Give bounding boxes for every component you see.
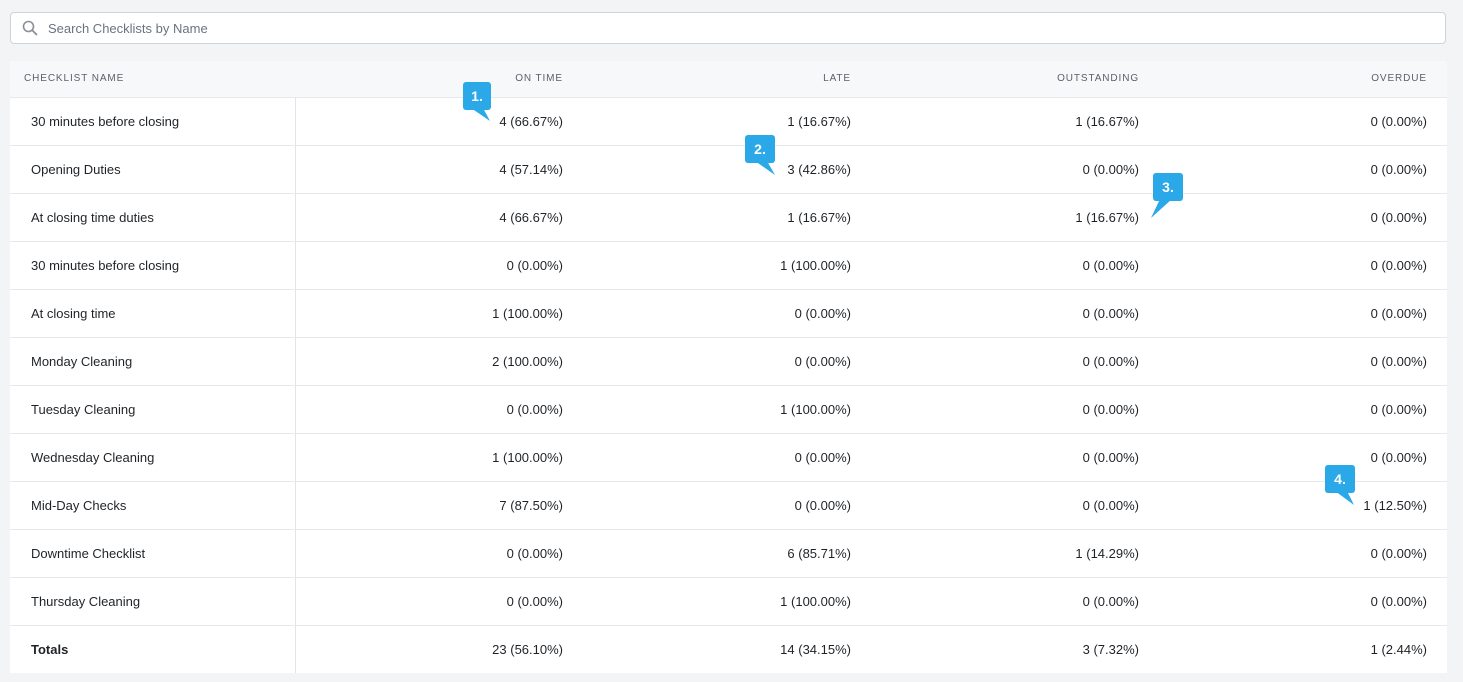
row-late: 6 (85.71%) (787, 546, 851, 561)
row-outstanding: 0 (0.00%) (1082, 354, 1139, 369)
header-outstanding[interactable]: OUTSTANDING (1057, 73, 1139, 84)
row-late: 0 (0.00%) (794, 450, 851, 465)
row-outstanding: 0 (0.00%) (1082, 258, 1139, 273)
table-row[interactable]: 30 minutes before closing 4 (66.67%) 1 (… (10, 98, 1447, 146)
row-late: 3 (42.86%) (787, 162, 851, 177)
header-overdue[interactable]: OVERDUE (1371, 73, 1427, 84)
row-outstanding: 0 (0.00%) (1082, 402, 1139, 417)
table-row[interactable]: Monday Cleaning 2 (100.00%) 0 (0.00%) 0 … (10, 338, 1447, 386)
row-outstanding: 0 (0.00%) (1082, 450, 1139, 465)
table-header: CHECKLIST NAME ON TIME LATE OUTSTANDING … (10, 61, 1447, 98)
row-on-time: 7 (87.50%) (499, 498, 563, 513)
row-outstanding: 1 (14.29%) (1075, 546, 1139, 561)
row-late: 1 (100.00%) (780, 258, 851, 273)
row-overdue: 0 (0.00%) (1370, 162, 1427, 177)
row-checklist-name[interactable]: Tuesday Cleaning (10, 386, 296, 433)
row-overdue: 0 (0.00%) (1370, 546, 1427, 561)
row-on-time: 4 (57.14%) (499, 162, 563, 177)
row-overdue: 0 (0.00%) (1370, 210, 1427, 225)
row-late: 1 (16.67%) (787, 114, 851, 129)
row-overdue: 0 (0.00%) (1370, 450, 1427, 465)
row-on-time: 1 (100.00%) (492, 306, 563, 321)
row-outstanding: 1 (16.67%) (1075, 114, 1139, 129)
table-row[interactable]: Tuesday Cleaning 0 (0.00%) 1 (100.00%) 0… (10, 386, 1447, 434)
callout-4-label: 4. (1334, 471, 1346, 487)
row-checklist-name[interactable]: Wednesday Cleaning (10, 434, 296, 481)
callout-3-label: 3. (1162, 179, 1174, 195)
row-on-time: 0 (0.00%) (506, 594, 563, 609)
row-checklist-name[interactable]: Downtime Checklist (10, 530, 296, 577)
row-overdue: 0 (0.00%) (1370, 114, 1427, 129)
row-outstanding: 0 (0.00%) (1082, 498, 1139, 513)
callout-1-label: 1. (471, 88, 483, 104)
row-checklist-name[interactable]: 30 minutes before closing (10, 98, 296, 145)
row-overdue: 0 (0.00%) (1370, 306, 1427, 321)
row-checklist-name[interactable]: Mid-Day Checks (10, 482, 296, 529)
header-checklist-name[interactable]: CHECKLIST NAME (24, 73, 125, 84)
table-row[interactable]: 30 minutes before closing 0 (0.00%) 1 (1… (10, 242, 1447, 290)
row-late: 1 (100.00%) (780, 402, 851, 417)
totals-outstanding: 3 (7.32%) (1082, 642, 1139, 657)
row-outstanding: 0 (0.00%) (1082, 306, 1139, 321)
table-row[interactable]: Opening Duties 4 (57.14%) 3 (42.86%) 0 (… (10, 146, 1447, 194)
header-late[interactable]: LATE (823, 73, 851, 84)
row-on-time: 0 (0.00%) (506, 402, 563, 417)
callout-2-label: 2. (754, 141, 766, 157)
row-late: 0 (0.00%) (794, 498, 851, 513)
row-overdue: 0 (0.00%) (1370, 594, 1427, 609)
row-checklist-name[interactable]: At closing time (10, 290, 296, 337)
row-outstanding: 0 (0.00%) (1082, 594, 1139, 609)
search-input[interactable] (48, 14, 1445, 42)
search-bar[interactable] (10, 12, 1446, 44)
table-row[interactable]: Mid-Day Checks 7 (87.50%) 0 (0.00%) 0 (0… (10, 482, 1447, 530)
search-icon (22, 20, 38, 36)
row-outstanding: 0 (0.00%) (1082, 162, 1139, 177)
row-overdue: 0 (0.00%) (1370, 402, 1427, 417)
row-on-time: 4 (66.67%) (499, 210, 563, 225)
row-late: 1 (100.00%) (780, 594, 851, 609)
table-row[interactable]: At closing time 1 (100.00%) 0 (0.00%) 0 … (10, 290, 1447, 338)
row-checklist-name[interactable]: Opening Duties (10, 146, 296, 193)
row-overdue: 0 (0.00%) (1370, 354, 1427, 369)
row-late: 1 (16.67%) (787, 210, 851, 225)
row-checklist-name[interactable]: Monday Cleaning (10, 338, 296, 385)
row-checklist-name[interactable]: Thursday Cleaning (10, 578, 296, 625)
totals-late: 14 (34.15%) (780, 642, 851, 657)
row-checklist-name[interactable]: 30 minutes before closing (10, 242, 296, 289)
row-late: 0 (0.00%) (794, 306, 851, 321)
totals-label: Totals (10, 626, 296, 673)
checklist-table: CHECKLIST NAME ON TIME LATE OUTSTANDING … (10, 61, 1447, 673)
row-on-time: 0 (0.00%) (506, 546, 563, 561)
row-on-time: 0 (0.00%) (506, 258, 563, 273)
totals-row: Totals 23 (56.10%) 14 (34.15%) 3 (7.32%)… (10, 626, 1447, 673)
row-outstanding: 1 (16.67%) (1075, 210, 1139, 225)
table-row[interactable]: Wednesday Cleaning 1 (100.00%) 0 (0.00%)… (10, 434, 1447, 482)
table-row[interactable]: Thursday Cleaning 0 (0.00%) 1 (100.00%) … (10, 578, 1447, 626)
row-checklist-name[interactable]: At closing time duties (10, 194, 296, 241)
totals-on-time: 23 (56.10%) (492, 642, 563, 657)
row-overdue: 0 (0.00%) (1370, 258, 1427, 273)
header-on-time[interactable]: ON TIME (515, 73, 563, 84)
totals-overdue: 1 (2.44%) (1370, 642, 1427, 657)
table-row[interactable]: Downtime Checklist 0 (0.00%) 6 (85.71%) … (10, 530, 1447, 578)
row-on-time: 2 (100.00%) (492, 354, 563, 369)
row-on-time: 4 (66.67%) (499, 114, 563, 129)
row-on-time: 1 (100.00%) (492, 450, 563, 465)
row-overdue: 1 (12.50%) (1363, 498, 1427, 513)
table-row[interactable]: At closing time duties 4 (66.67%) 1 (16.… (10, 194, 1447, 242)
row-late: 0 (0.00%) (794, 354, 851, 369)
